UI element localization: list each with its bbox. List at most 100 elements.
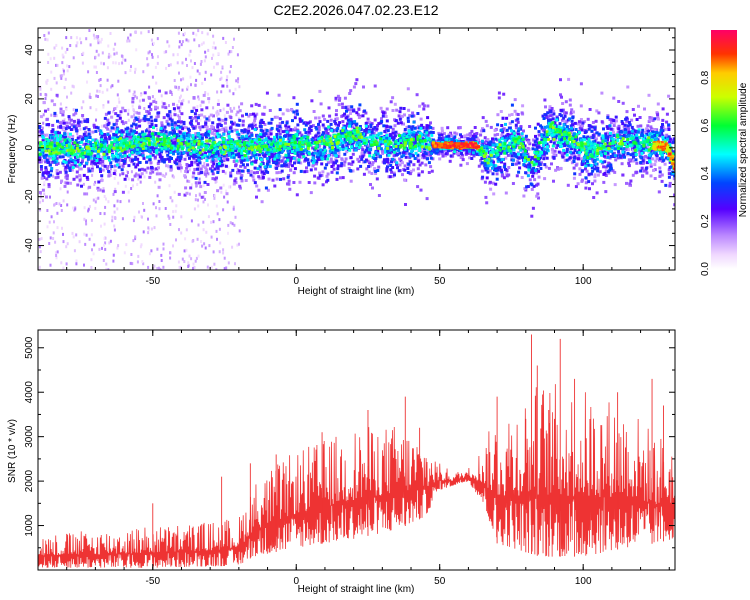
- spectrogram-cell: [238, 184, 242, 188]
- spectrogram-cell: [651, 128, 655, 132]
- spectrogram-cell: [138, 210, 140, 214]
- spectrogram-cell: [441, 154, 445, 158]
- spectrogram-cell: [68, 169, 72, 172]
- spectrogram-cell: [636, 124, 640, 128]
- spectrogram-cell: [174, 85, 177, 89]
- spectrogram-cell: [178, 117, 181, 121]
- spectrogram-cell: [109, 163, 113, 167]
- spectrogram-cell: [39, 85, 42, 89]
- spectrogram-cell: [219, 164, 223, 168]
- spectrogram-cell: [595, 109, 599, 113]
- spectrogram-cell: [91, 173, 94, 177]
- spectrogram-cell: [642, 155, 646, 159]
- spectrogram-cell: [193, 168, 197, 171]
- spectrogram-cell: [110, 165, 114, 168]
- spectrogram-cell: [291, 119, 294, 123]
- spectrogram-cell: [553, 153, 557, 157]
- spectrogram-cell: [172, 149, 176, 153]
- spectrogram-cell: [401, 173, 404, 177]
- spectrogram-cell: [118, 62, 121, 66]
- spectrogram-cell: [60, 209, 63, 212]
- spectrogram-cell: [447, 149, 450, 153]
- spectrogram-cell: [565, 120, 569, 124]
- spectrogram-cell: [609, 167, 613, 171]
- spectrogram-cell: [101, 160, 105, 163]
- spectrogram-cell: [505, 172, 509, 176]
- spectrogram-cell: [202, 184, 205, 187]
- spectrogram-cell: [98, 188, 102, 192]
- spectrogram-cell: [369, 183, 372, 186]
- spectrogram-cell: [309, 125, 313, 129]
- spectrogram-cell: [595, 131, 599, 135]
- spectrogram-cell: [129, 33, 132, 37]
- spectrogram-cell: [257, 103, 261, 107]
- spectrogram-cell: [167, 164, 169, 168]
- spectrogram-cell: [639, 169, 643, 173]
- spectrogram-cell: [391, 127, 395, 131]
- spectrogram-cell: [239, 156, 243, 160]
- spectrogram-cell: [284, 134, 288, 138]
- spectrogram-cell: [286, 182, 289, 186]
- spectrogram-cell: [488, 141, 492, 145]
- spectrogram-cell: [508, 121, 512, 125]
- spectrogram-cell: [187, 39, 190, 43]
- spectrogram-cell: [612, 96, 616, 100]
- spectrogram-cell: [586, 117, 590, 121]
- spectrogram-cell: [151, 153, 155, 157]
- spectrogram-cell: [374, 152, 378, 156]
- spectrogram-cell: [372, 131, 376, 135]
- spectrogram-cell: [391, 131, 395, 135]
- spectrogram-cell: [440, 151, 444, 155]
- spectrogram-cell: [276, 124, 279, 128]
- spectrogram-cell: [168, 184, 171, 188]
- spectrogram-cell: [247, 170, 251, 174]
- spectrogram-cell: [367, 170, 371, 174]
- spectrogram-cell: [289, 160, 292, 164]
- spectrogram-cell: [581, 124, 584, 127]
- spectrogram-cell: [139, 118, 143, 122]
- spectrogram-cell: [475, 152, 479, 156]
- spectrogram-cell: [192, 262, 195, 266]
- spectrogram-cell: [644, 166, 648, 170]
- spectrogram-cell: [431, 131, 435, 134]
- spectrogram-cell: [521, 156, 525, 160]
- spectrogram-cell: [73, 249, 76, 253]
- spectrogram-cell: [453, 135, 457, 139]
- spectrogram-cell: [47, 183, 51, 187]
- spectrogram-cell: [594, 119, 598, 123]
- spectrogram-cell: [350, 120, 354, 124]
- spectrogram-cell: [626, 152, 630, 155]
- spectrogram-cell: [42, 121, 45, 125]
- spectrogram-cell: [386, 158, 390, 162]
- spectrogram-cell: [49, 57, 52, 61]
- spectrogram-cell: [149, 171, 153, 175]
- spectrogram-cell: [76, 132, 79, 136]
- spectrogram-cell: [386, 129, 390, 133]
- spectrogram-cell: [420, 170, 424, 174]
- spectrogram-cell: [149, 102, 153, 106]
- spectrogram-cell: [422, 104, 426, 108]
- spectrogram-cell: [527, 140, 530, 144]
- spectrogram-cell: [261, 173, 265, 177]
- spectrogram-cell: [194, 142, 198, 145]
- spectrogram-cell: [178, 85, 180, 89]
- spectrogram-cell: [68, 166, 72, 170]
- spectrogram-cell: [590, 157, 594, 161]
- spectrogram-cell: [522, 129, 525, 133]
- spectrogram-cell: [406, 167, 410, 170]
- spectrogram-cell: [134, 237, 137, 241]
- spectrogram-cell: [314, 139, 317, 143]
- spectrogram-cell: [213, 128, 217, 132]
- spectrogram-cell: [75, 36, 78, 40]
- spectrogram-cell: [574, 163, 578, 167]
- spectrogram-cell: [221, 169, 225, 173]
- spectrogram-cell: [226, 158, 230, 162]
- spectrogram-cell: [322, 157, 326, 161]
- spectrogram-cell: [242, 154, 245, 158]
- spectrogram-cell: [212, 41, 215, 45]
- spectrogram-cell: [148, 133, 152, 137]
- spectrogram-cell: [363, 129, 367, 133]
- spectrogram-cell: [595, 191, 599, 195]
- spectrogram-cell: [414, 140, 417, 144]
- spectrogram-cell: [134, 70, 136, 74]
